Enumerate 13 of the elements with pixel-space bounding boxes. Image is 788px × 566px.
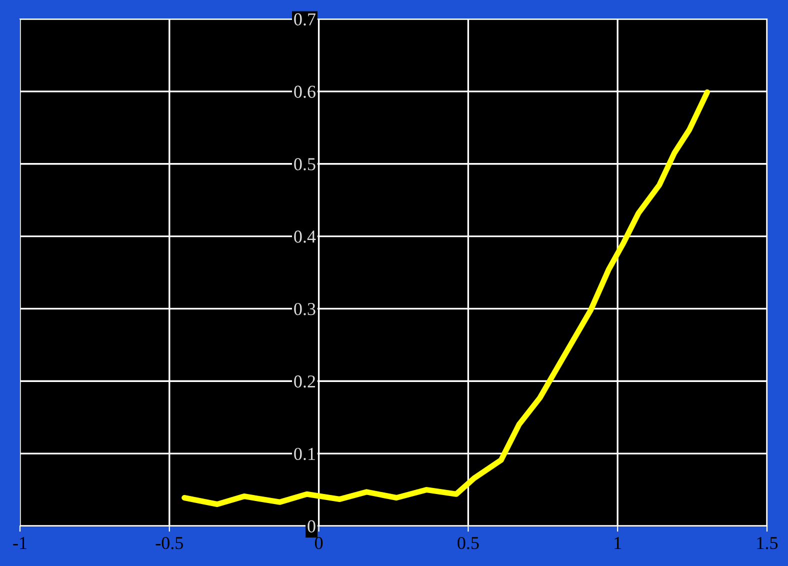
y-tick-label: 0.7 bbox=[294, 13, 316, 26]
x-tick-label: -0.5 bbox=[156, 536, 183, 550]
y-tick-label: 0.2 bbox=[294, 375, 316, 388]
x-tick-label: 0.5 bbox=[458, 536, 479, 550]
y-tick-label: 0.5 bbox=[294, 158, 316, 170]
x-tick-label: 1 bbox=[614, 537, 622, 549]
y-tick-label: 0 bbox=[308, 520, 316, 532]
x-tick-label: -1 bbox=[13, 537, 26, 549]
y-tick-label: 0.6 bbox=[294, 86, 316, 98]
y-tick-label: 0.3 bbox=[294, 302, 316, 316]
x-tick-label: 1.5 bbox=[757, 537, 778, 550]
y-tick-label: 0.4 bbox=[294, 230, 316, 243]
y-tick-label: 0.1 bbox=[294, 448, 315, 460]
